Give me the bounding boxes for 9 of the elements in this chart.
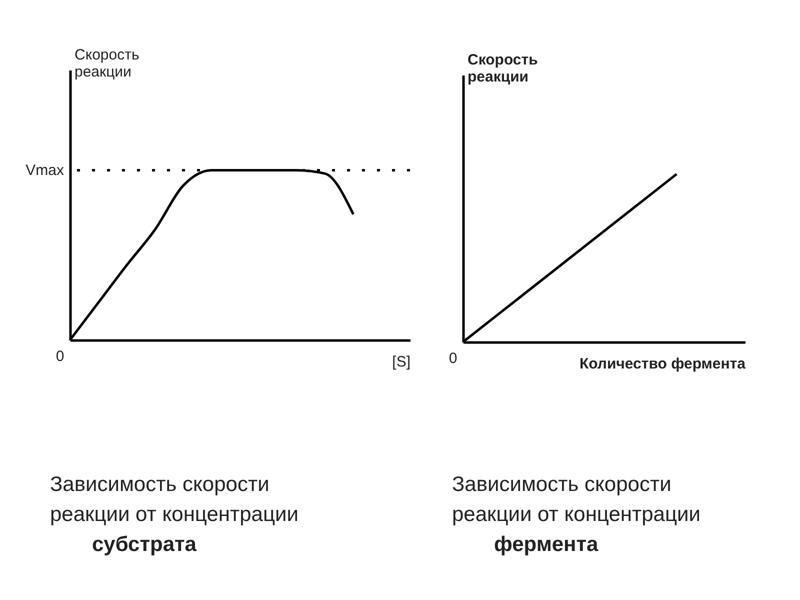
x-axis-title: [S] — [392, 354, 410, 370]
y-axis-title: Скорость реакции — [468, 52, 538, 86]
y-axis-title: Скорость реакции — [74, 46, 140, 80]
text: Зависимость скорости реакции от концентрации субстрата — [50, 473, 298, 558]
x-axis-title: Количество фермента — [579, 356, 746, 372]
text: 0 — [56, 348, 64, 365]
text: Зависимость скорости реакции от концентрации фермента — [452, 473, 700, 558]
text: 0 — [448, 350, 458, 367]
ref-line-label: Vmax — [26, 162, 64, 180]
